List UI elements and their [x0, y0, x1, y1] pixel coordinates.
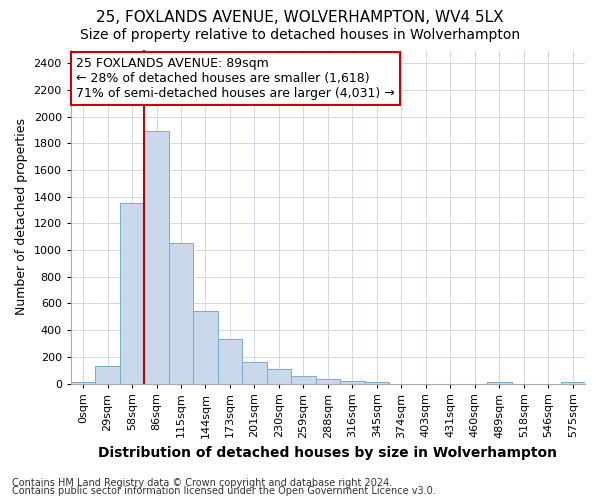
Y-axis label: Number of detached properties: Number of detached properties — [15, 118, 28, 316]
X-axis label: Distribution of detached houses by size in Wolverhampton: Distribution of detached houses by size … — [98, 446, 557, 460]
Bar — [169, 244, 193, 384]
Bar — [560, 382, 585, 384]
Text: Contains HM Land Registry data © Crown copyright and database right 2024.: Contains HM Land Registry data © Crown c… — [12, 478, 392, 488]
Bar — [487, 382, 512, 384]
Bar — [193, 311, 218, 384]
Bar — [120, 204, 144, 384]
Text: 25 FOXLANDS AVENUE: 89sqm
← 28% of detached houses are smaller (1,618)
71% of se: 25 FOXLANDS AVENUE: 89sqm ← 28% of detac… — [76, 56, 395, 100]
Bar — [218, 339, 242, 384]
Bar — [71, 382, 95, 384]
Text: Contains public sector information licensed under the Open Government Licence v3: Contains public sector information licen… — [12, 486, 436, 496]
Text: 25, FOXLANDS AVENUE, WOLVERHAMPTON, WV4 5LX: 25, FOXLANDS AVENUE, WOLVERHAMPTON, WV4 … — [96, 10, 504, 25]
Bar — [242, 362, 267, 384]
Text: Size of property relative to detached houses in Wolverhampton: Size of property relative to detached ho… — [80, 28, 520, 42]
Bar — [267, 369, 291, 384]
Bar — [95, 366, 120, 384]
Bar — [340, 381, 365, 384]
Bar — [316, 379, 340, 384]
Bar — [144, 132, 169, 384]
Bar — [365, 382, 389, 384]
Bar — [291, 376, 316, 384]
